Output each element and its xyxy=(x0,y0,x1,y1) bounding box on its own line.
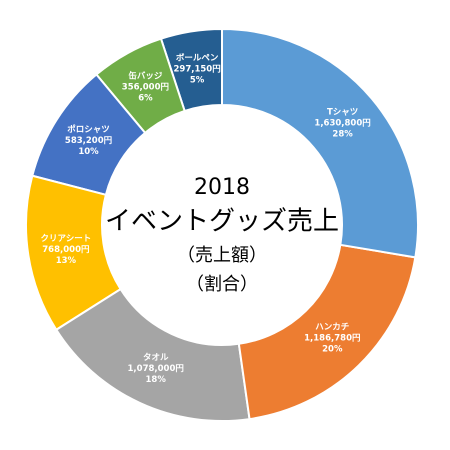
value-label: 583,200円 xyxy=(65,136,112,146)
value-label: 768,000円 xyxy=(42,245,89,255)
percent-label: 18% xyxy=(146,375,167,385)
title-line: イベントグッズ売上 xyxy=(105,207,339,237)
slice xyxy=(221,27,419,259)
title-line: （売上額） xyxy=(177,245,267,266)
category-label: 缶バッジ xyxy=(128,70,163,81)
category-label: ボールペン xyxy=(176,52,219,63)
slice xyxy=(31,73,147,197)
percent-label: 28% xyxy=(332,129,353,139)
value-label: 1,186,780円 xyxy=(304,334,360,344)
category-label: タオル xyxy=(143,352,169,363)
slice xyxy=(237,243,417,421)
slice xyxy=(54,287,251,422)
category-label: Tシャツ xyxy=(327,107,358,117)
title-line: 2018 xyxy=(194,175,250,200)
value-label: 1,630,800円 xyxy=(314,118,370,128)
value-label: 297,150円 xyxy=(173,64,220,74)
slice xyxy=(25,174,122,332)
category-label: クリアシート xyxy=(41,233,92,244)
percent-label: 6% xyxy=(138,93,153,103)
title-line: （割合） xyxy=(186,274,258,295)
percent-label: 13% xyxy=(56,256,77,266)
percent-label: 10% xyxy=(78,147,99,157)
percent-label: 20% xyxy=(322,345,343,355)
percent-label: 5% xyxy=(190,75,205,85)
category-label: ハンカチ xyxy=(315,323,349,333)
slice xyxy=(94,37,186,135)
value-label: 1,078,000円 xyxy=(128,364,184,374)
value-label: 356,000円 xyxy=(122,82,169,92)
category-label: ポロシャツ xyxy=(67,124,110,135)
